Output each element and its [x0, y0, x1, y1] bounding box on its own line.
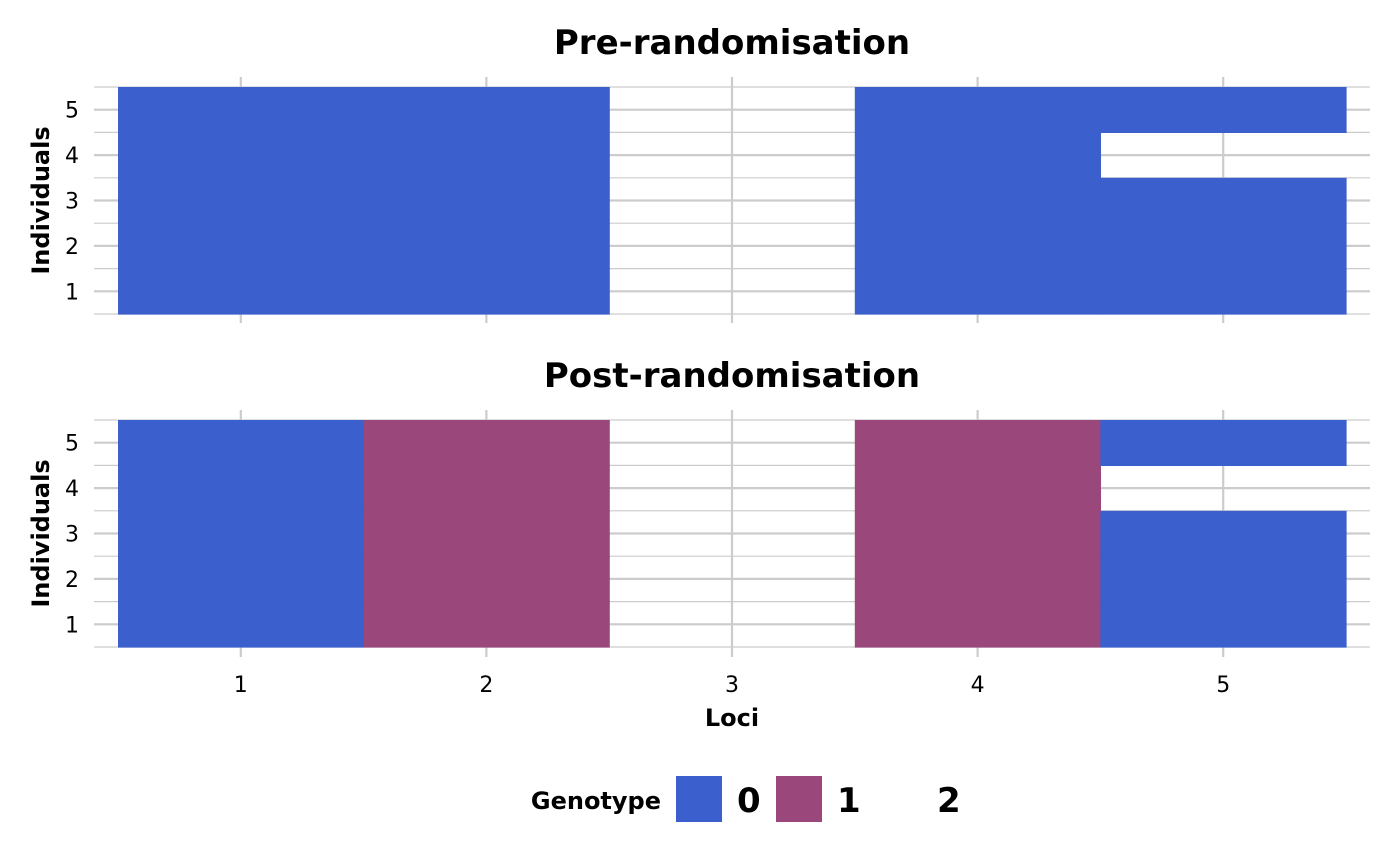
panel-2: Post-randomisation 1 2 3 4 5 1 2 3 4 5 Individuals L… [27, 356, 1370, 732]
heatmap-cell [1100, 177, 1347, 224]
heatmap-cell [118, 87, 365, 133]
y-tick-label: 4 [65, 144, 79, 169]
heatmap-cell [363, 87, 610, 133]
panel-1: Pre-randomisation 1 2 3 4 5 Individuals [27, 23, 1370, 323]
heatmap-cell [1100, 268, 1347, 315]
heatmap-cell [854, 132, 1101, 179]
panel-title: Pre-randomisation [554, 23, 910, 63]
heatmap-cell [854, 177, 1101, 224]
legend-key-2 [876, 776, 922, 822]
heatmap-cell [1100, 420, 1347, 466]
heatmap-cell [1100, 510, 1347, 557]
heatmap-cell [118, 601, 365, 648]
heatmap-cell [363, 268, 610, 315]
y-tick-label: 5 [65, 99, 79, 124]
heatmap-cell [854, 87, 1101, 133]
legend-entries: 0 1 2 [676, 776, 961, 822]
legend-label-1: 1 [837, 781, 861, 821]
y-axis-title: Individuals [27, 126, 55, 274]
heatmap-cell [854, 268, 1101, 315]
heatmap-cell [118, 223, 365, 270]
x-tick-label: 4 [971, 673, 985, 698]
x-tick-label: 1 [234, 673, 248, 698]
heatmap-cell [363, 510, 610, 557]
heatmap-cell [363, 601, 610, 648]
heatmap-cell [118, 132, 365, 179]
heatmap-cell [118, 177, 365, 224]
heatmap-cell [363, 223, 610, 270]
heatmap-cell [854, 465, 1101, 512]
heatmap-cell [118, 510, 365, 557]
heatmap-cell [363, 465, 610, 512]
heatmap-cell [1100, 556, 1347, 603]
y-tick-label: 1 [65, 280, 79, 305]
heatmap-cell [1100, 87, 1347, 133]
panels: Pre-randomisation12345IndividualsPost-ra… [27, 23, 1370, 732]
heatmap-cell [1100, 601, 1347, 648]
legend-label-2: 2 [937, 781, 961, 821]
heatmap-cell [363, 177, 610, 224]
x-axis-title: Loci [705, 704, 759, 732]
heatmap-cell [118, 420, 365, 466]
legend-label-0: 0 [737, 781, 761, 821]
legend-key-1 [776, 776, 822, 822]
y-tick-label: 4 [65, 477, 79, 502]
heatmap-cell [854, 223, 1101, 270]
heatmap-cells [118, 420, 1347, 648]
y-tick-label: 3 [65, 523, 79, 548]
heatmap-cell [854, 420, 1101, 466]
y-tick-label: 5 [65, 432, 79, 457]
x-tick-label: 5 [1216, 673, 1230, 698]
panel-title: Post-randomisation [544, 356, 920, 396]
x-tick-label: 3 [725, 673, 739, 698]
y-tick-label: 3 [65, 190, 79, 215]
legend-title: Genotype [531, 787, 661, 815]
y-tick-label: 2 [65, 568, 79, 593]
legend: Genotype 0 1 2 [531, 776, 961, 822]
y-tick-label: 2 [65, 235, 79, 260]
y-tick-label: 1 [65, 613, 79, 638]
heatmap-cell [363, 420, 610, 466]
heatmap-cell [854, 556, 1101, 603]
heatmap-cell [363, 132, 610, 179]
heatmap-cell [118, 556, 365, 603]
heatmap-cell [1100, 223, 1347, 270]
heatmap-cell [118, 268, 365, 315]
y-axis-title: Individuals [27, 459, 55, 607]
heatmap-cell [854, 601, 1101, 648]
heatmap-cell [118, 465, 365, 512]
heatmap-cell [854, 510, 1101, 557]
x-tick-label: 2 [479, 673, 493, 698]
heatmap-cells [118, 87, 1347, 315]
legend-key-0 [676, 776, 722, 822]
heatmap-cell [363, 556, 610, 603]
